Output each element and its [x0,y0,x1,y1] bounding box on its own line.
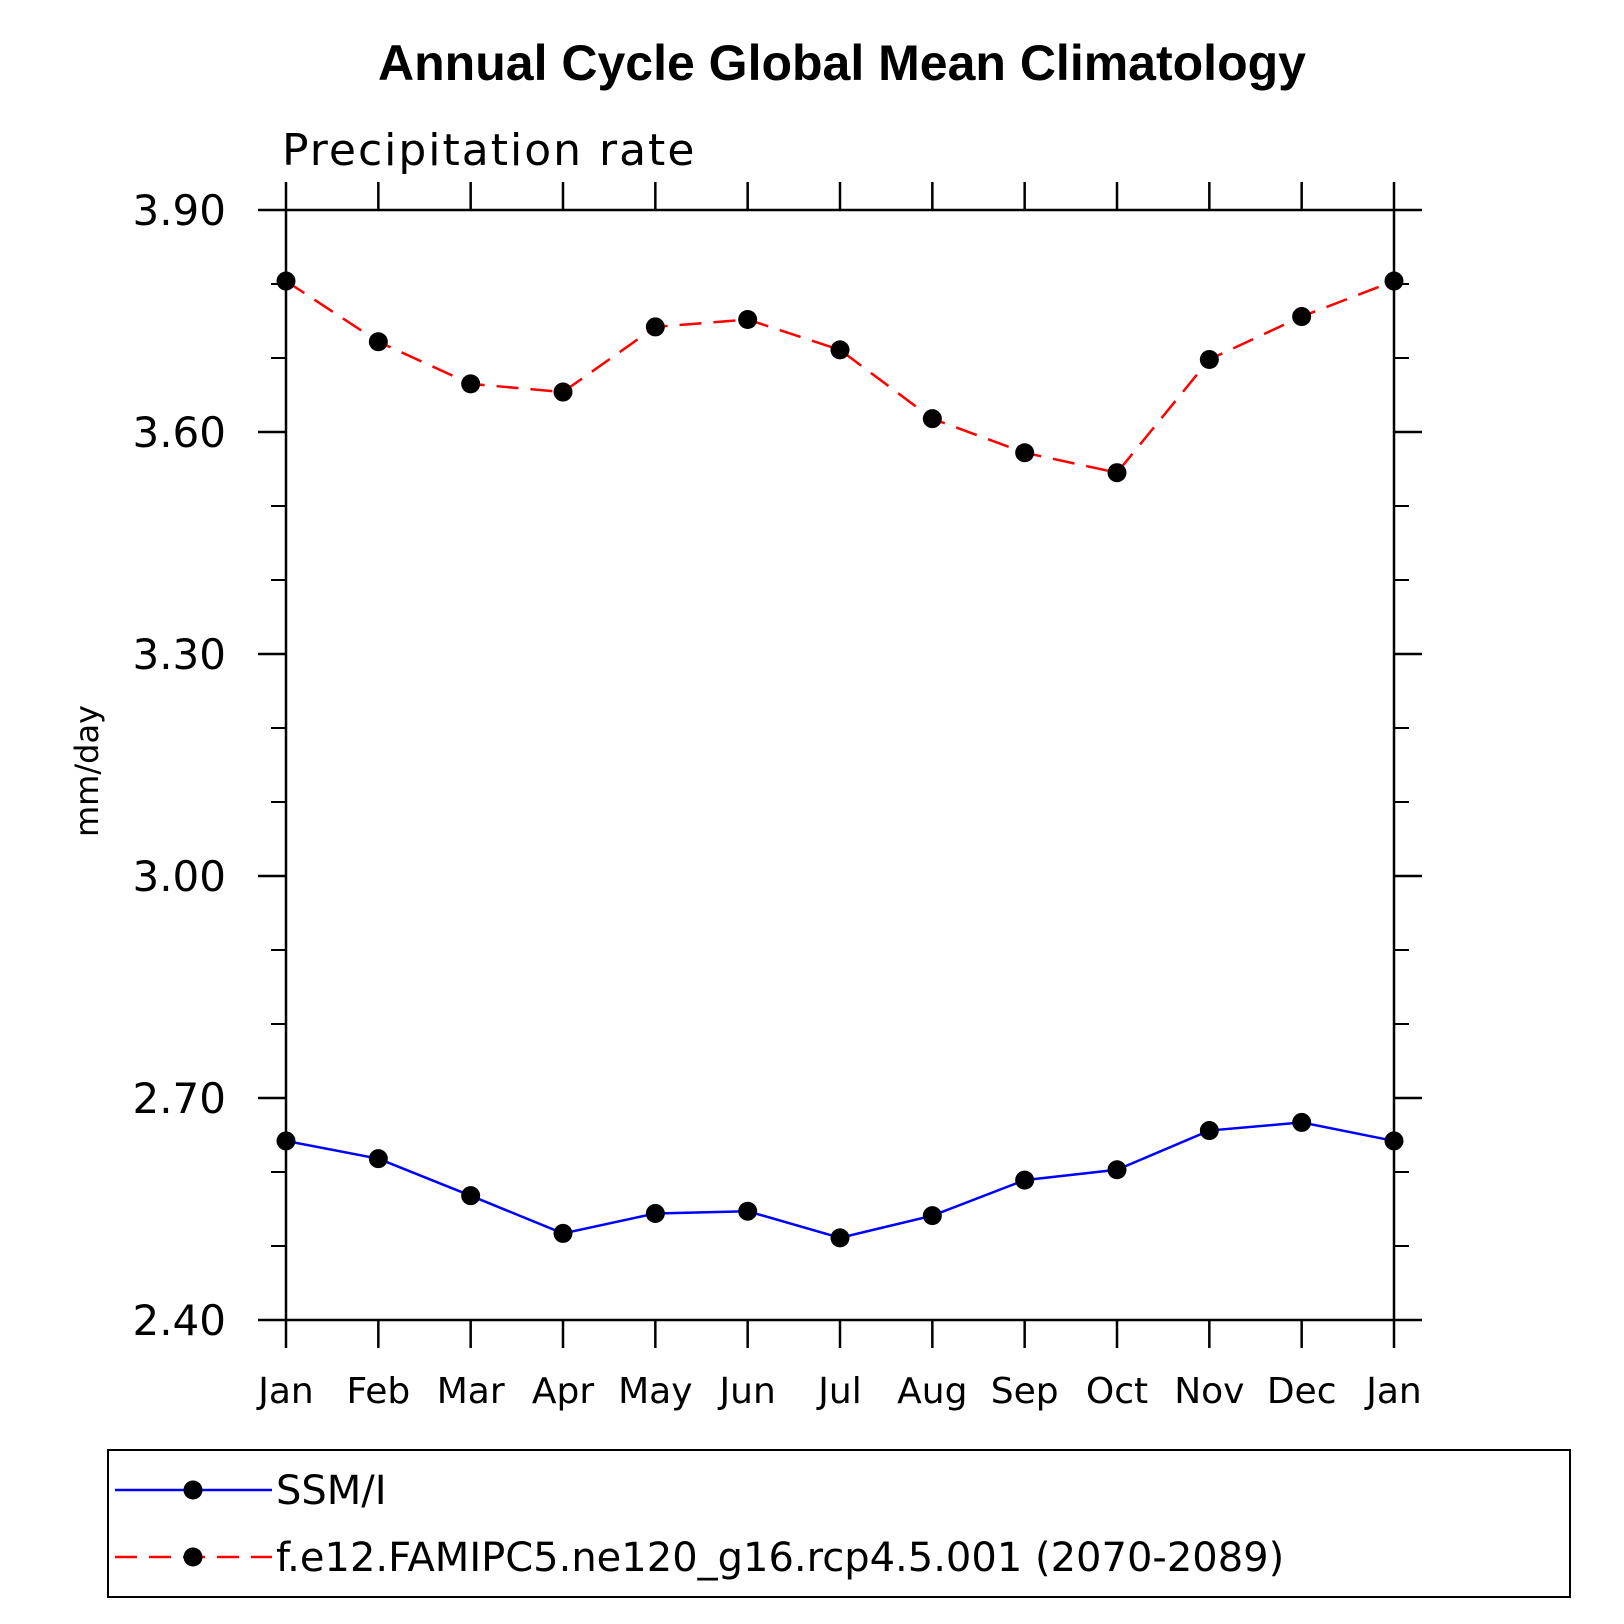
data-point [738,310,758,330]
y-tick-label: 3.60 [132,408,226,457]
x-tick-label: Aug [897,1371,967,1412]
x-tick-label: Dec [1267,1371,1337,1412]
data-point [645,1203,665,1223]
data-point [1292,1112,1312,1132]
series-line-1 [285,279,1395,475]
data-point [922,1206,942,1226]
legend-label-1: f.e12.FAMIPC5.ne120_g16.rcp4.5.001 (2070… [276,1535,1284,1581]
x-tick-label: Jun [718,1371,776,1412]
data-point [1384,1131,1404,1151]
data-point [1199,349,1219,369]
data-point [553,1223,573,1243]
chart-title: Annual Cycle Global Mean Climatology [378,35,1306,91]
data-point [1107,1160,1127,1180]
data-point [922,409,942,429]
data-point [1107,463,1127,483]
series-layer [276,271,1404,1248]
data-point [1015,443,1035,463]
x-tick-label: Nov [1174,1371,1244,1412]
legend: SSM/I f.e12.FAMIPC5.ne120_g16.rcp4.5.001 … [115,1468,1284,1581]
data-point [276,271,296,291]
x-tick-label: Oct [1086,1371,1148,1412]
x-tick-label: May [618,1371,692,1412]
data-point [645,317,665,337]
x-tick-label: Mar [437,1371,505,1412]
data-point [1292,307,1312,327]
y-tick-label: 3.00 [132,852,226,901]
legend-marker-0 [183,1480,203,1500]
x-tick-label: Jan [256,1371,314,1412]
legend-label-0: SSM/I [276,1468,387,1514]
axes: 2.40 2.70 3.00 3.30 3.60 3.90 Jan Feb Mar Apr May J… [132,182,1422,1412]
y-axis-label: mm/day [68,705,106,837]
data-point [1199,1121,1219,1141]
legend-marker-1 [183,1547,203,1567]
data-point [553,382,573,402]
plot-frame [284,208,1396,1322]
data-point [368,332,388,352]
data-point [461,374,481,394]
data-point [1384,271,1404,291]
series-line-0 [285,1121,1395,1240]
data-point [276,1131,296,1151]
chart-subtitle: Precipitation rate [282,125,696,176]
y-tick-label: 2.40 [132,1296,226,1345]
y-tick-label: 3.90 [132,186,226,235]
data-point [830,1228,850,1248]
x-tick-label: Jul [816,1371,861,1412]
data-point [1015,1170,1035,1190]
y-tick-label: 2.70 [132,1074,226,1123]
x-tick-label: Apr [532,1371,594,1412]
data-point [830,340,850,360]
y-tick-label: 3.30 [132,630,226,679]
x-tick-label: Sep [991,1371,1059,1412]
data-point [368,1149,388,1169]
legend-box [107,1449,1571,1598]
x-tick-label: Jan [1364,1371,1422,1412]
data-point [738,1201,758,1221]
x-tick-label: Feb [346,1371,410,1412]
data-point [461,1186,481,1206]
